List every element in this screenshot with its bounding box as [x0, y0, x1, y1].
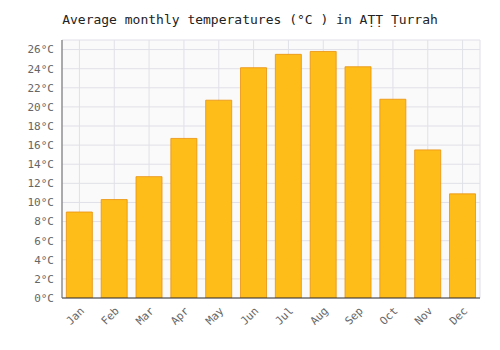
- svg-text:14°C: 14°C: [28, 158, 55, 171]
- svg-text:Nov: Nov: [412, 304, 436, 328]
- svg-text:Jul: Jul: [273, 304, 296, 327]
- svg-text:Aug: Aug: [308, 304, 331, 327]
- svg-text:Feb: Feb: [99, 304, 122, 327]
- svg-text:8°C: 8°C: [34, 215, 54, 228]
- svg-text:Jun: Jun: [238, 304, 261, 327]
- svg-text:Apr: Apr: [168, 304, 192, 328]
- svg-text:24°C: 24°C: [28, 63, 55, 76]
- svg-text:Jan: Jan: [64, 304, 87, 327]
- svg-text:Dec: Dec: [447, 304, 470, 327]
- svg-text:May: May: [203, 304, 227, 328]
- svg-text:20°C: 20°C: [28, 101, 55, 114]
- svg-text:12°C: 12°C: [28, 177, 55, 190]
- svg-text:Oct: Oct: [377, 304, 400, 327]
- svg-text:22°C: 22°C: [28, 82, 55, 95]
- svg-text:16°C: 16°C: [28, 139, 55, 152]
- svg-text:10°C: 10°C: [28, 196, 55, 209]
- svg-text:26°C: 26°C: [28, 43, 55, 56]
- svg-text:4°C: 4°C: [34, 254, 54, 267]
- svg-text:0°C: 0°C: [34, 292, 54, 305]
- svg-text:Mar: Mar: [133, 304, 157, 328]
- svg-text:Sep: Sep: [342, 304, 365, 327]
- svg-text:2°C: 2°C: [34, 273, 54, 286]
- svg-text:6°C: 6°C: [34, 235, 54, 248]
- svg-text:18°C: 18°C: [28, 120, 55, 133]
- html-text:Average monthly temperatures (: Average monthly temperatures (°C ) in AṬ…: [62, 12, 438, 27]
